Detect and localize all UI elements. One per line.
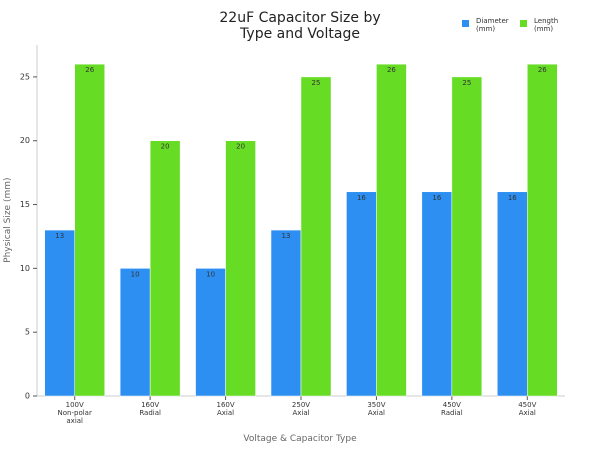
chart-title: 22uF Capacitor Size by Type and Voltage: [219, 10, 381, 43]
bar: [421, 191, 453, 397]
y-tick-label: 10: [20, 264, 30, 273]
x-tick-label: 450V Axial: [518, 401, 537, 418]
x-tick-label: 350V Axial: [367, 401, 386, 418]
y-tick-label: 5: [25, 328, 30, 337]
x-tick-label: 450V Radial: [441, 401, 463, 418]
x-tick-label: 250V Axial: [291, 401, 311, 418]
bar: [527, 63, 558, 397]
y-axis-label: Physical Size (mm): [2, 177, 13, 263]
value-label: 26: [538, 66, 547, 74]
value-label: 10: [206, 270, 215, 278]
bar: [451, 76, 483, 397]
value-label: 20: [161, 143, 170, 151]
x-tick-label: 160V Axial: [216, 401, 235, 418]
legend-swatch: [520, 20, 527, 27]
bar: [44, 229, 75, 397]
y-tick-label: 25: [20, 72, 30, 81]
y-tick-label: 20: [20, 136, 30, 145]
bar: [346, 191, 377, 397]
value-label: 10: [131, 270, 140, 278]
bar: [270, 229, 302, 397]
bar: [376, 63, 407, 397]
bar: [119, 268, 151, 397]
value-label: 16: [508, 194, 517, 202]
bar: [300, 76, 332, 397]
value-label: 25: [312, 79, 321, 87]
value-label: 13: [282, 232, 291, 240]
value-label: 25: [462, 79, 471, 87]
legend-swatch: [462, 20, 469, 27]
bar: [497, 191, 528, 397]
value-label: 16: [357, 194, 366, 202]
value-label: 16: [432, 194, 441, 202]
x-tick-label: 160V Radial: [139, 401, 161, 418]
bar: [195, 268, 226, 397]
value-label: 13: [55, 232, 64, 240]
x-axis-label: Voltage & Capacitor Type: [243, 434, 357, 444]
bar: [149, 140, 181, 397]
legend-label: Diameter (mm): [476, 17, 509, 34]
value-label: 26: [85, 66, 94, 74]
x-tick-label: 100V Non-polar axial: [57, 401, 92, 426]
legend-label: Length (mm): [534, 17, 559, 34]
y-tick-label: 0: [25, 392, 30, 401]
value-label: 26: [387, 66, 396, 74]
value-label: 20: [236, 143, 245, 151]
y-tick-label: 15: [20, 200, 30, 209]
bar: [225, 140, 256, 397]
bar: [74, 63, 105, 397]
